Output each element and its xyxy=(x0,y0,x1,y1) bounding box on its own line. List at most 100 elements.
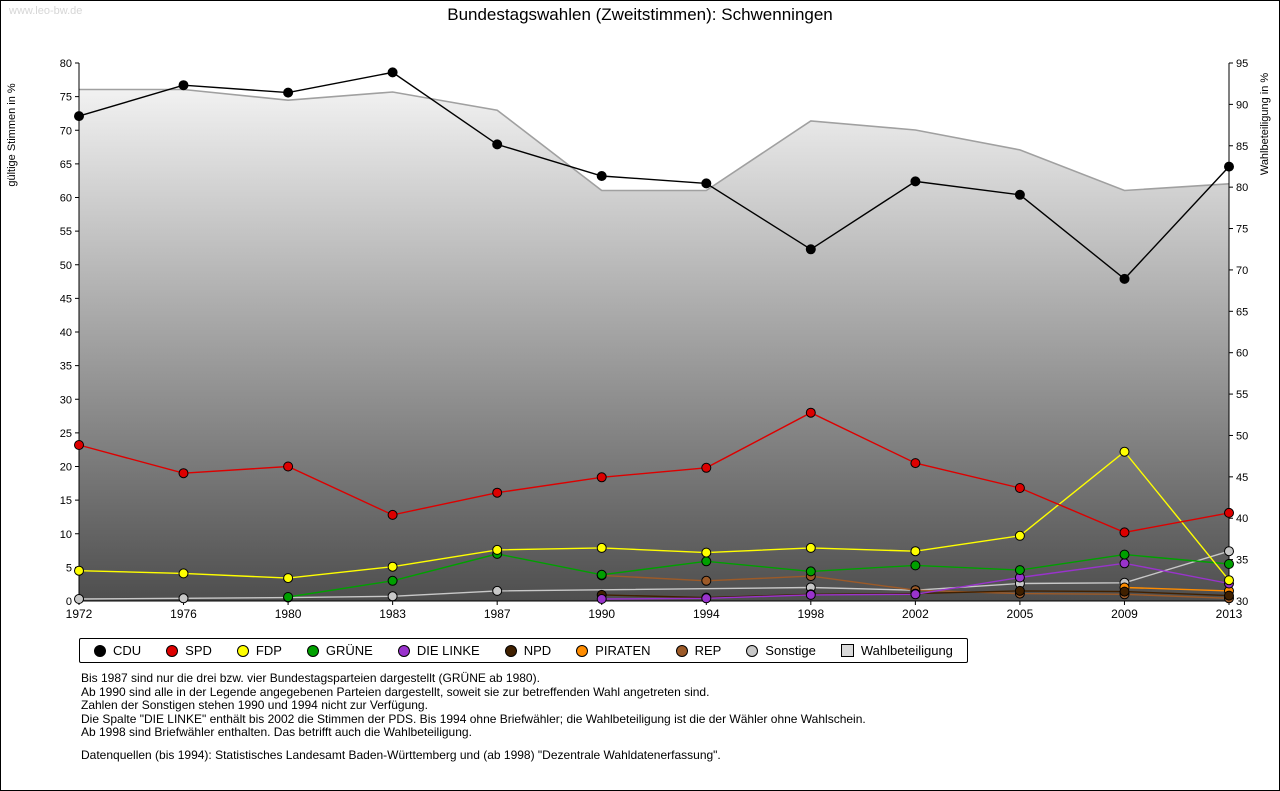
data-point xyxy=(701,575,712,586)
series-fdp xyxy=(74,446,1234,586)
watermark: www.leo-bw.de xyxy=(9,5,83,17)
svg-text:50: 50 xyxy=(1236,431,1248,443)
svg-text:45: 45 xyxy=(1236,472,1248,484)
data-point xyxy=(701,178,712,189)
svg-text:60: 60 xyxy=(60,193,72,205)
chart-notes: Bis 1987 sind nur die drei bzw. vier Bun… xyxy=(81,671,866,762)
svg-text:1980: 1980 xyxy=(275,607,302,621)
svg-text:55: 55 xyxy=(60,226,72,238)
data-point xyxy=(1119,527,1130,538)
data-point xyxy=(1224,559,1234,569)
note-line: Bis 1987 sind nur die drei bzw. vier Bun… xyxy=(81,671,540,685)
data-point xyxy=(283,592,294,602)
legend-item-npd: NPD xyxy=(504,643,551,658)
data-point xyxy=(387,591,398,602)
svg-text:30: 30 xyxy=(60,394,72,406)
data-point xyxy=(910,546,921,557)
data-point xyxy=(387,509,398,520)
data-point xyxy=(492,487,503,498)
data-point xyxy=(1224,590,1234,601)
series-grüne xyxy=(283,548,1234,602)
svg-text:90: 90 xyxy=(1236,99,1248,111)
svg-text:55: 55 xyxy=(1236,389,1248,401)
svg-text:75: 75 xyxy=(1236,224,1248,236)
legend-item-grüne: GRÜNE xyxy=(306,643,373,658)
svg-text:40: 40 xyxy=(1236,513,1248,525)
data-point xyxy=(701,547,712,558)
data-point xyxy=(1224,546,1234,557)
data-point xyxy=(805,589,816,600)
svg-text:80: 80 xyxy=(60,58,72,70)
svg-text:0: 0 xyxy=(66,596,72,608)
data-point xyxy=(1014,585,1025,596)
svg-text:10: 10 xyxy=(60,529,72,541)
legend-item-piraten: PIRATEN xyxy=(576,643,651,658)
svg-text:2002: 2002 xyxy=(902,607,929,621)
data-point xyxy=(596,569,607,580)
svg-text:1987: 1987 xyxy=(484,607,511,621)
legend-label: PIRATEN xyxy=(595,643,651,658)
svg-text:30: 30 xyxy=(1236,596,1248,608)
svg-text:50: 50 xyxy=(60,260,72,272)
data-point xyxy=(805,407,816,418)
chart-legend: CDU SPD FDP GRÜNE DIE LINKE NPD PIRATEN REP Sons… xyxy=(79,638,968,663)
data-point xyxy=(805,542,816,553)
legend-circle-marker xyxy=(94,644,106,657)
series-cdu xyxy=(74,67,1234,284)
data-point xyxy=(283,87,294,98)
data-point xyxy=(701,593,712,604)
data-point xyxy=(283,573,294,584)
data-point xyxy=(596,472,607,483)
svg-text:35: 35 xyxy=(1236,555,1248,567)
legend-item-sonstige: Sonstige xyxy=(746,643,816,658)
legend-label: CDU xyxy=(113,643,142,658)
data-point xyxy=(1014,483,1025,493)
data-point xyxy=(701,462,712,473)
data-point xyxy=(1119,549,1130,560)
data-point xyxy=(596,594,607,604)
svg-text:2013: 2013 xyxy=(1216,607,1243,621)
series-spd xyxy=(74,407,1234,538)
data-point xyxy=(178,593,189,604)
svg-text:60: 60 xyxy=(1236,348,1248,360)
legend-item-wahlbeteiligung: Wahlbeteiligung xyxy=(840,643,953,658)
legend-circle-marker xyxy=(166,644,179,657)
wahlbeteiligung-area xyxy=(79,88,1230,601)
note-line: Ab 1990 sind alle in der Legende angegeb… xyxy=(81,684,710,699)
data-point xyxy=(283,461,294,472)
data-point xyxy=(910,176,921,187)
svg-text:20: 20 xyxy=(60,462,72,474)
data-point xyxy=(1119,446,1130,457)
chart-title: Bundestagswahlen (Zweitstimmen): Schwenn… xyxy=(447,5,833,24)
legend-item-die-linke: DIE LINKE xyxy=(397,643,480,658)
svg-text:65: 65 xyxy=(60,159,72,171)
svg-text:2009: 2009 xyxy=(1111,607,1138,621)
svg-text:5: 5 xyxy=(66,562,72,574)
legend-square-marker xyxy=(840,644,854,657)
data-point xyxy=(178,568,189,579)
data-point xyxy=(387,575,398,586)
legend-item-spd: SPD xyxy=(166,643,212,658)
data-point xyxy=(492,139,503,150)
data-point xyxy=(1224,575,1234,586)
data-point xyxy=(492,544,503,555)
legend-circle-marker xyxy=(306,644,319,657)
svg-text:70: 70 xyxy=(1236,265,1248,277)
legend-circle-marker xyxy=(746,644,759,657)
data-point xyxy=(178,468,189,479)
data-point xyxy=(910,589,921,600)
note-line: Zahlen der Sonstigen stehen 1990 und 199… xyxy=(81,698,428,712)
data-point xyxy=(1119,586,1130,597)
legend-circle-marker xyxy=(576,644,589,657)
legend-label: DIE LINKE xyxy=(416,643,480,658)
svg-text:1990: 1990 xyxy=(588,607,615,621)
note-line: Ab 1998 sind Briefwähler enthalten. Das … xyxy=(81,725,472,739)
svg-text:45: 45 xyxy=(60,293,72,305)
data-point xyxy=(1014,565,1025,576)
data-point xyxy=(1119,558,1130,569)
data-point xyxy=(74,111,84,122)
legend-label: Sonstige xyxy=(765,643,816,658)
legend-circle-marker xyxy=(675,644,688,657)
legend-item-cdu: CDU xyxy=(94,643,141,658)
svg-text:2005: 2005 xyxy=(1007,607,1034,621)
